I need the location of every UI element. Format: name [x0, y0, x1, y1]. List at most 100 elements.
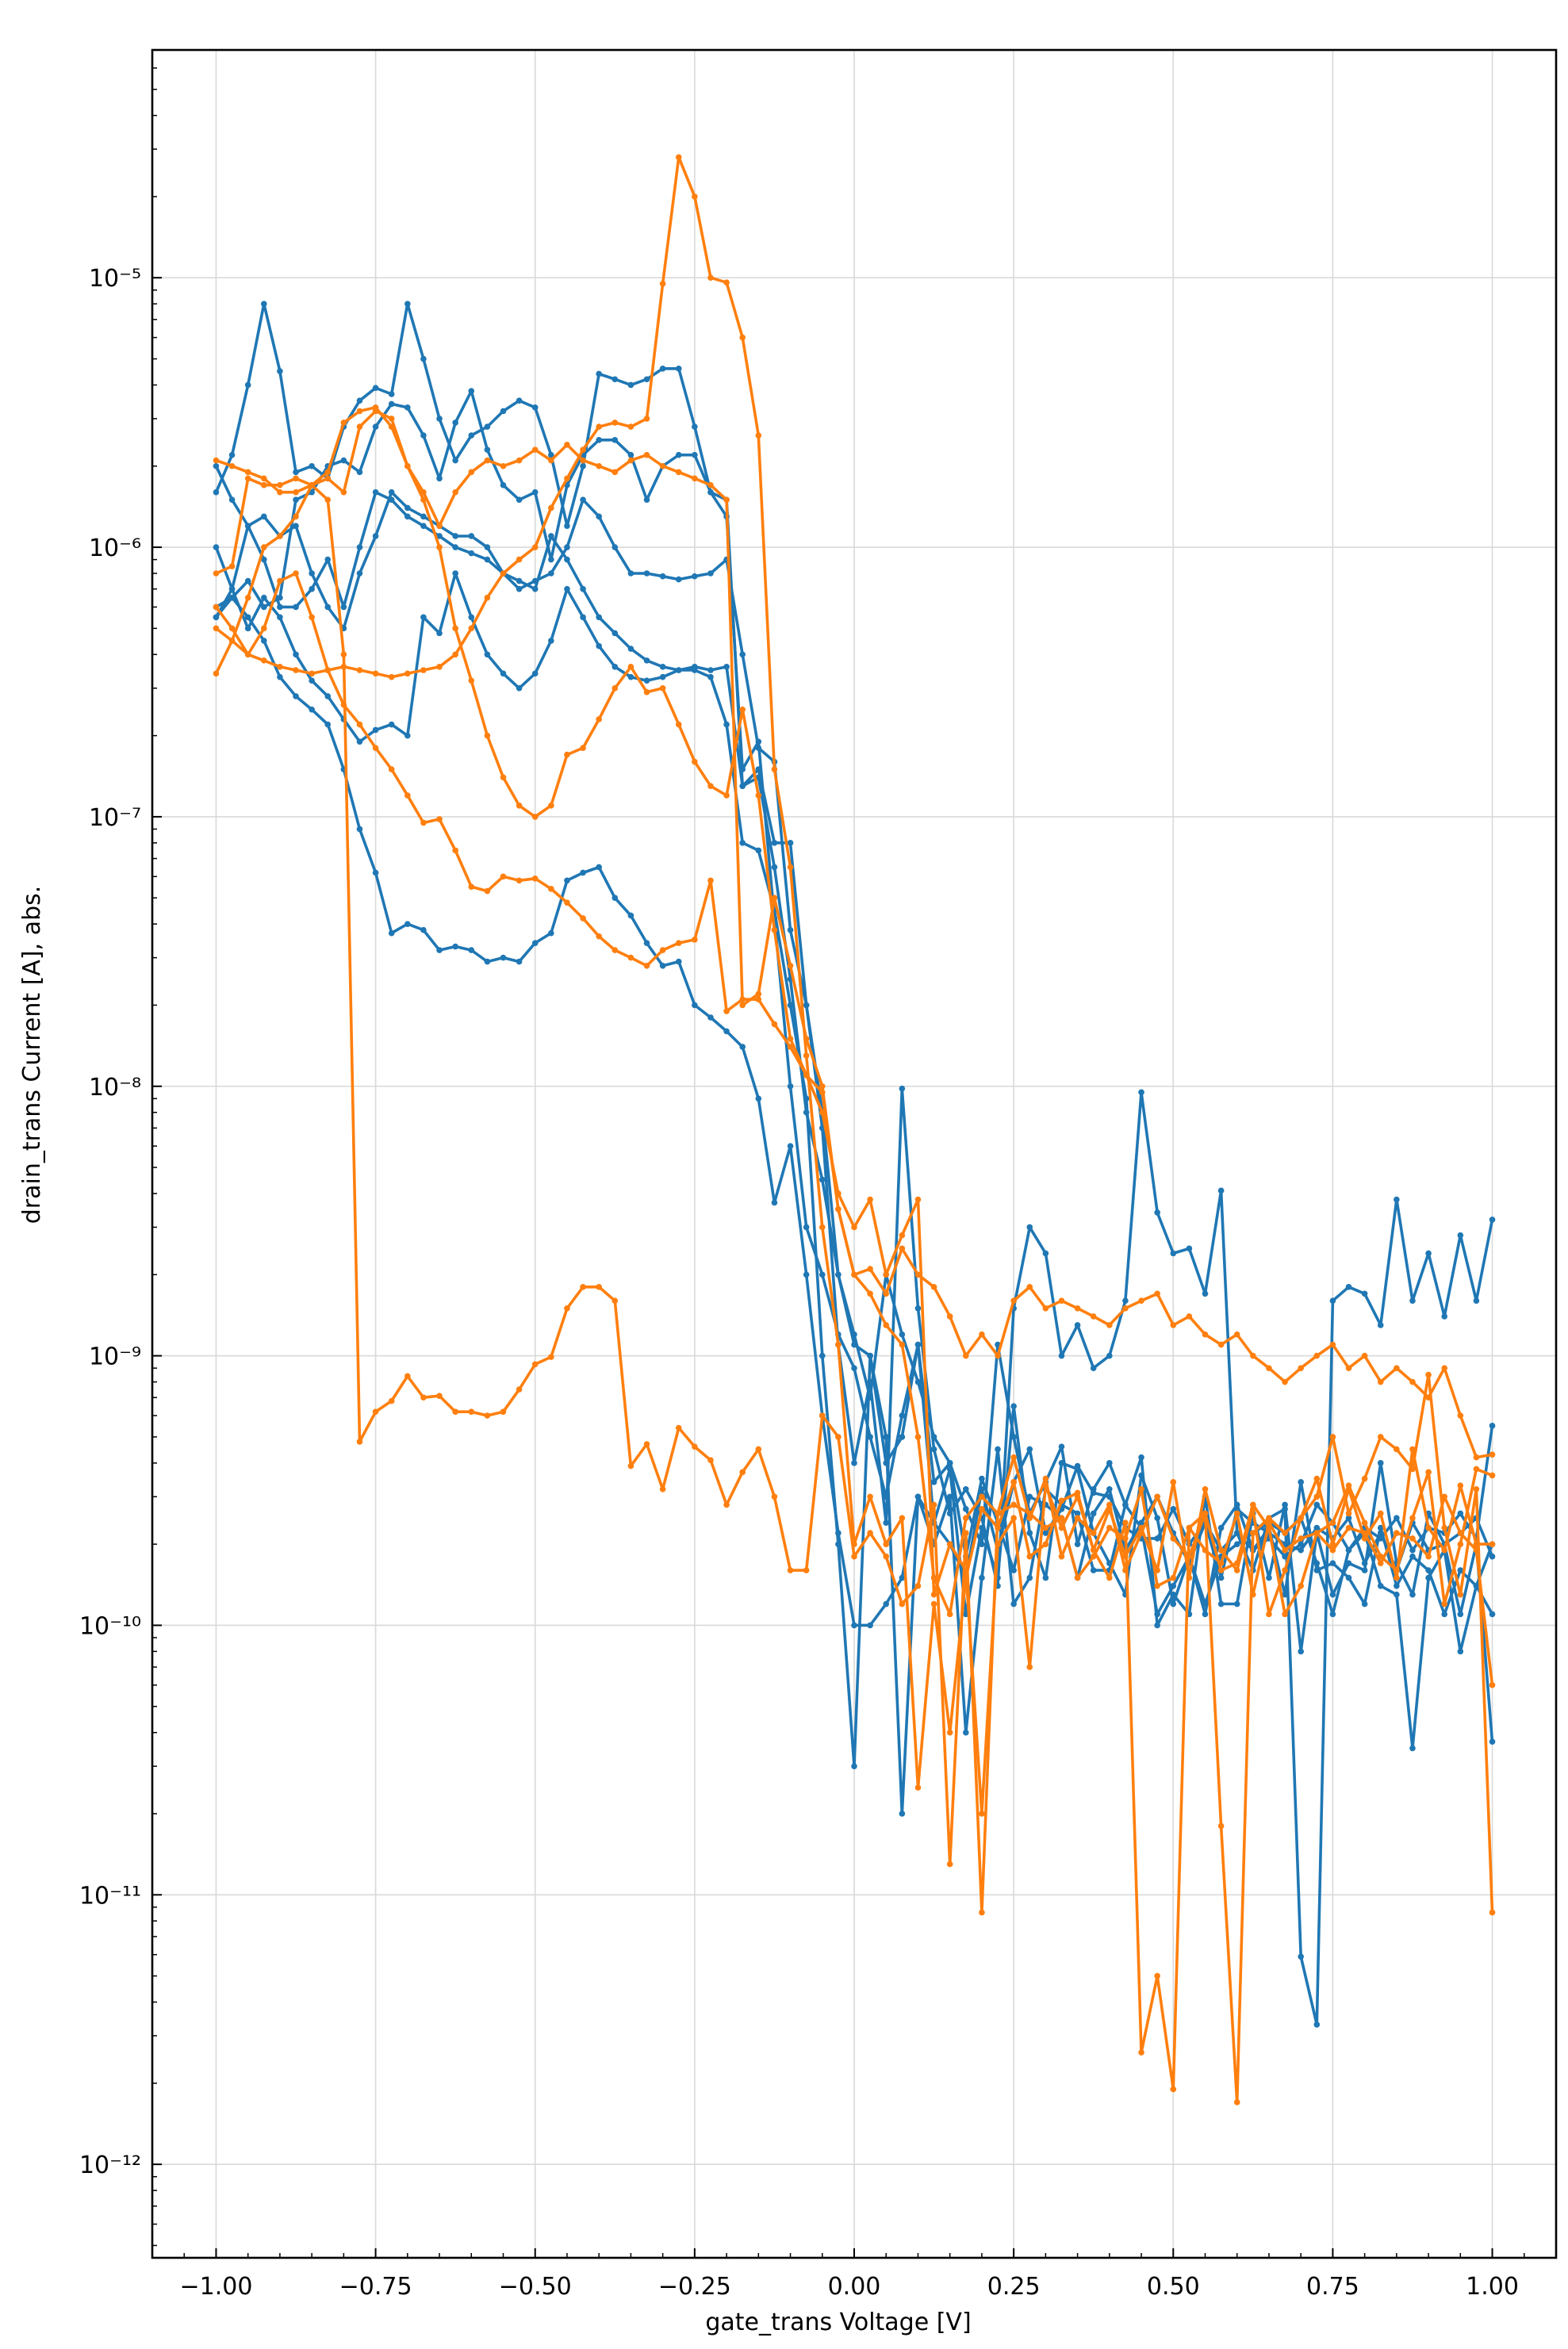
data-point: [643, 677, 650, 684]
data-point: [596, 716, 602, 722]
data-point: [420, 667, 427, 673]
data-point: [356, 469, 363, 476]
data-point: [388, 929, 395, 937]
data-point: [1361, 1567, 1368, 1573]
data-point: [1394, 1582, 1400, 1589]
data-point: [1170, 1582, 1177, 1589]
data-point: [883, 1290, 890, 1297]
data-point: [500, 774, 507, 781]
data-point: [1170, 1506, 1177, 1512]
data-point: [213, 489, 220, 496]
data-point: [979, 1524, 985, 1531]
data-point: [755, 774, 762, 781]
data-point: [484, 651, 491, 658]
data-point: [1313, 1501, 1321, 1508]
data-point: [277, 604, 283, 611]
data-point: [356, 544, 363, 550]
x-tick-label: 0.50: [1147, 2273, 1200, 2301]
data-point: [1138, 1524, 1144, 1531]
data-point: [914, 1196, 922, 1203]
data-point: [611, 664, 619, 670]
data-point: [692, 937, 698, 943]
data-point: [1425, 1524, 1432, 1531]
data-point: [1217, 1822, 1225, 1830]
data-point: [1473, 1485, 1480, 1493]
data-point: [309, 585, 315, 592]
data-point: [1409, 1745, 1416, 1752]
data-point: [1489, 1682, 1496, 1688]
data-point: [1154, 1582, 1160, 1589]
data-point: [930, 1284, 937, 1290]
data-point: [707, 1457, 714, 1463]
data-point: [564, 442, 570, 448]
data-point: [1217, 1341, 1225, 1348]
data-point: [356, 721, 363, 728]
data-point: [1138, 1454, 1144, 1461]
data-point: [1266, 1574, 1272, 1581]
data-point: [1457, 1412, 1464, 1419]
x-axis-label: gate_trans Voltage [V]: [705, 2309, 971, 2336]
series-10: [213, 404, 1496, 1817]
data-point: [1186, 1574, 1193, 1581]
data-point: [1250, 1352, 1256, 1359]
data-point: [277, 489, 283, 496]
data-point: [260, 475, 267, 482]
data-point: [946, 1493, 953, 1500]
data-point: [356, 570, 363, 577]
data-point: [627, 912, 634, 919]
data-point: [452, 420, 458, 426]
data-point: [1282, 1611, 1288, 1618]
data-point: [771, 766, 778, 772]
data-point: [1282, 1530, 1288, 1536]
data-point: [643, 496, 650, 504]
data-point: [1473, 1297, 1480, 1305]
data-point: [340, 651, 347, 658]
data-point: [564, 1305, 570, 1312]
data-point: [277, 533, 283, 539]
data-point: [1233, 1567, 1240, 1573]
data-point: [580, 496, 586, 504]
data-point: [692, 423, 698, 430]
data-point: [388, 423, 395, 430]
data-point: [611, 895, 619, 902]
y-tick-label: 10⁻⁷: [89, 804, 141, 832]
data-point: [1058, 1352, 1065, 1359]
data-point: [835, 1205, 842, 1213]
data-point: [1233, 1541, 1240, 1547]
data-point: [468, 469, 475, 476]
data-point: [803, 1567, 810, 1573]
data-point: [277, 664, 283, 670]
data-point: [1313, 1352, 1321, 1359]
data-point: [1042, 1530, 1049, 1536]
data-point: [1074, 1541, 1081, 1547]
data-point: [484, 423, 491, 430]
data-point: [244, 651, 251, 658]
data-point: [1361, 1600, 1368, 1608]
data-point: [228, 563, 236, 569]
data-point: [723, 1501, 730, 1508]
data-point: [1361, 1560, 1368, 1566]
data-point: [1154, 1515, 1160, 1522]
data-point: [675, 667, 682, 673]
data-point: [372, 489, 379, 496]
data-point: [707, 783, 714, 789]
x-tick-label: −0.75: [339, 2273, 412, 2301]
data-point: [277, 368, 283, 374]
data-point: [771, 840, 778, 846]
data-point: [436, 416, 443, 422]
data-point: [516, 958, 523, 965]
data-point: [420, 513, 427, 520]
data-point: [1329, 1591, 1336, 1598]
data-point: [1298, 1515, 1304, 1522]
data-point: [739, 706, 746, 713]
y-axis-label: drain_trans Current [A], abs.: [18, 886, 46, 1224]
data-point: [228, 625, 236, 632]
data-point: [755, 432, 762, 439]
data-point: [1361, 1475, 1368, 1482]
data-point: [372, 533, 379, 539]
data-point: [1282, 1591, 1288, 1598]
data-point: [452, 533, 458, 539]
data-point: [627, 664, 634, 670]
data-point: [707, 877, 714, 884]
data-point: [244, 381, 251, 389]
